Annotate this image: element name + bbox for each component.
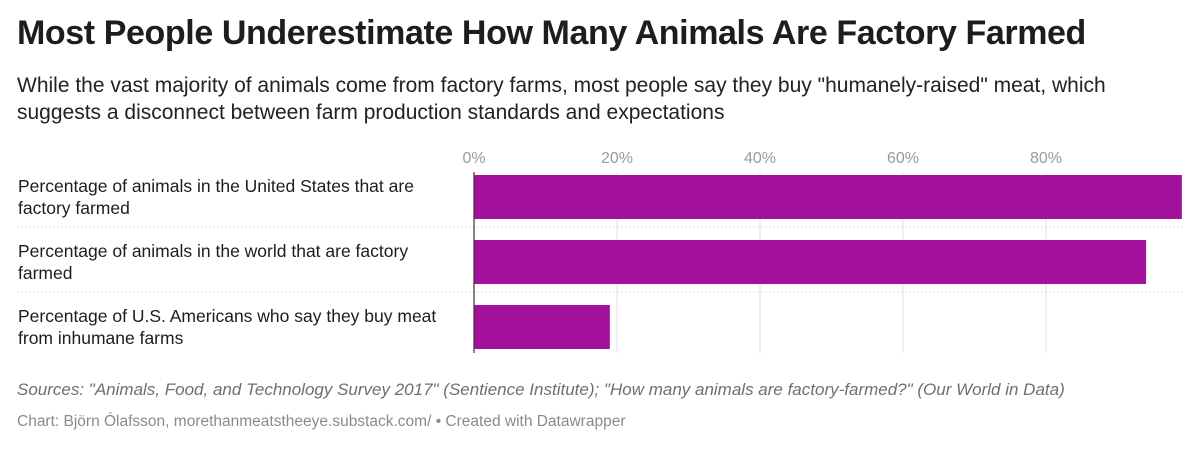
tick-label-20: 20% xyxy=(601,150,633,167)
chart-title: Most People Underestimate How Many Anima… xyxy=(17,14,1086,52)
category-labels: Percentage of animals in the United Stat… xyxy=(18,176,436,348)
tick-label-40: 40% xyxy=(744,150,776,167)
bar-2 xyxy=(474,240,1147,284)
x-axis-ticks: 0% 20% 40% 60% 80% xyxy=(462,150,1062,167)
bar-chart: 0% 20% 40% 60% 80% Percentage of animals in … xyxy=(17,150,1183,353)
category-label-2: Percentage of animals in the world that … xyxy=(18,241,408,283)
tick-label-80: 80% xyxy=(1030,150,1062,167)
category-label-1: Percentage of animals in the United Stat… xyxy=(18,176,414,218)
chart-byline: Chart: Björn Ólafsson, morethanmeatsthee… xyxy=(17,413,626,430)
tick-label-0: 0% xyxy=(462,150,485,167)
tick-label-60: 60% xyxy=(887,150,919,167)
category-label-3: Percentage of U.S. Americans who say the… xyxy=(18,306,436,348)
chart-sources: Sources: "Animals, Food, and Technology … xyxy=(17,380,1065,399)
bar-1 xyxy=(474,175,1182,219)
bar-3 xyxy=(474,305,610,349)
chart-subtitle: While the vast majority of animals come … xyxy=(17,74,1106,124)
bars xyxy=(473,172,1182,353)
